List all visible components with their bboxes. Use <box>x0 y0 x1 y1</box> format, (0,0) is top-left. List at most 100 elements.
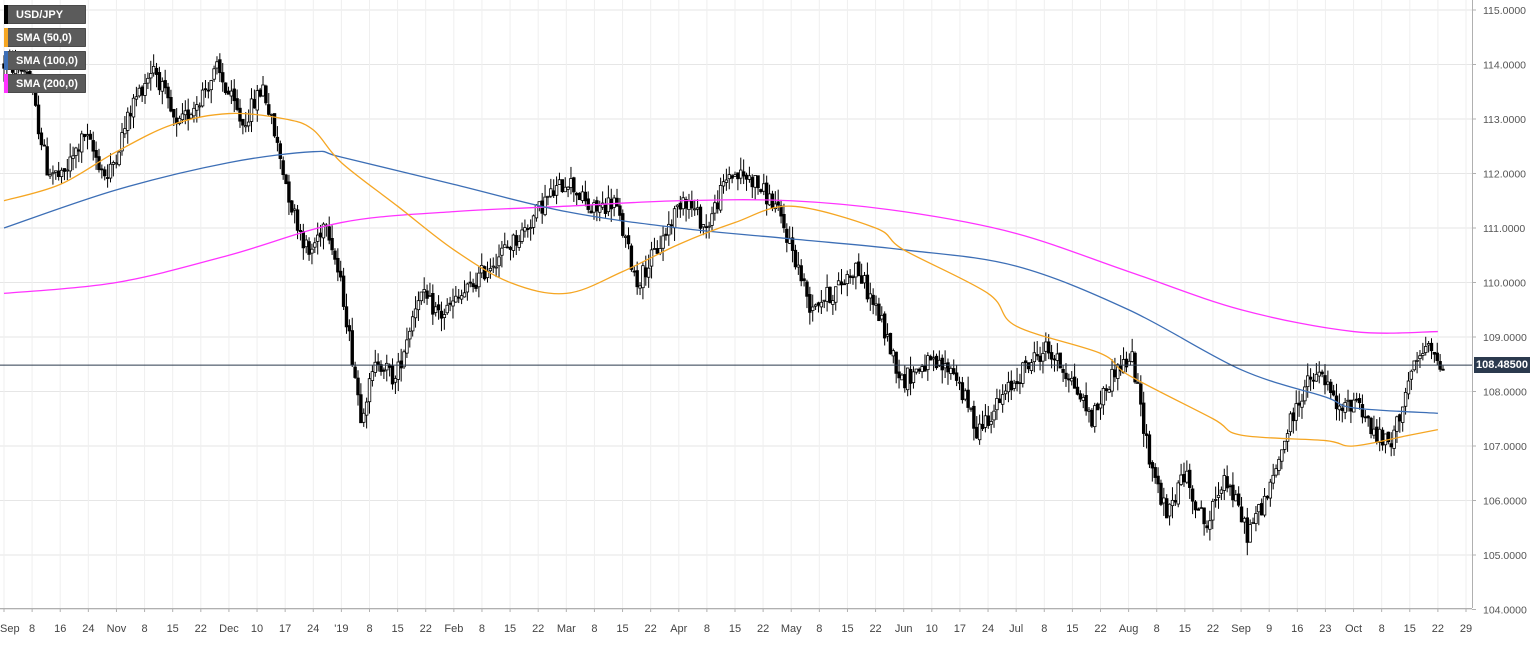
candle-body-up <box>612 197 616 208</box>
candle-body-up <box>373 361 377 373</box>
x-tick-label: 15 <box>391 623 403 635</box>
candle <box>1049 344 1054 369</box>
candle-body-up <box>310 248 314 254</box>
candle <box>1193 500 1198 519</box>
candle <box>857 253 861 277</box>
candle-body-down <box>1435 352 1439 361</box>
candle-body-down <box>1133 352 1137 383</box>
candle <box>488 258 493 279</box>
candle <box>333 248 337 265</box>
candle-body-up <box>1280 449 1284 462</box>
candle-body-up <box>1003 390 1008 395</box>
candle-body-down <box>1357 398 1362 404</box>
candle-body-up <box>969 407 973 410</box>
candle-body-up <box>989 421 993 425</box>
sma-50-line <box>3 112 1439 447</box>
candle <box>71 146 75 171</box>
candle-body-down <box>1291 412 1296 422</box>
candle-body-up <box>528 227 533 229</box>
candle <box>741 159 746 185</box>
candle <box>120 122 124 156</box>
candle-body-down <box>295 209 300 231</box>
candle <box>1021 361 1025 388</box>
candle <box>390 358 395 390</box>
candle-body-down <box>917 368 921 372</box>
candle-body-down <box>290 200 294 213</box>
candle-body-down <box>267 104 271 115</box>
candle <box>405 327 409 358</box>
candle-body-up <box>693 208 697 211</box>
candle-body-up <box>1021 362 1025 384</box>
candle-body-up <box>1185 470 1189 483</box>
candle-body-up <box>503 244 507 248</box>
candle-body-up <box>304 239 308 248</box>
candle-body-down <box>793 249 798 268</box>
candle <box>1202 507 1206 536</box>
candle <box>396 352 400 392</box>
candle-body-down <box>560 179 565 193</box>
candle-body-down <box>1190 488 1195 502</box>
candle-body-up <box>413 308 418 319</box>
y-tick-label: 114.0000 <box>1483 60 1526 72</box>
candle <box>209 79 213 104</box>
candle <box>1303 379 1307 405</box>
candle <box>845 270 849 297</box>
candle-body-down <box>888 332 893 355</box>
candle-body-down <box>1354 398 1359 401</box>
candle-body-down <box>448 302 452 305</box>
candle-body-down <box>1239 506 1244 523</box>
candle-body-up <box>465 283 470 293</box>
candle-body-up <box>1257 504 1261 513</box>
candle <box>307 237 311 261</box>
candle-body-down <box>764 182 769 205</box>
candle-body-up <box>491 265 495 268</box>
candle-body-up <box>739 169 743 179</box>
candle-body-down <box>595 200 599 212</box>
candle <box>1357 393 1362 410</box>
candle <box>413 296 418 328</box>
candle-body-down <box>1113 369 1117 378</box>
candle <box>419 291 424 305</box>
x-tick-label: Aug <box>1119 623 1139 635</box>
candle <box>782 203 786 233</box>
candle <box>134 86 139 107</box>
candle <box>1084 382 1088 416</box>
candle-body-down <box>1389 443 1393 448</box>
candle <box>1421 342 1425 361</box>
candle-body-up <box>500 247 504 256</box>
candle-body-down <box>82 133 87 138</box>
candle <box>232 79 236 113</box>
candle-body-up <box>212 68 216 80</box>
candle-body-down <box>1067 378 1071 381</box>
x-tick-label: 29 <box>1460 623 1472 635</box>
candle-body-down <box>272 113 277 137</box>
x-tick-label: 15 <box>1179 623 1191 635</box>
candle <box>284 173 288 185</box>
candle-body-up <box>200 89 205 107</box>
candle <box>482 265 487 281</box>
candle-body-up <box>143 83 147 96</box>
candle-body-down <box>750 177 754 188</box>
candle-body-down <box>572 177 576 193</box>
candle <box>1415 351 1419 374</box>
x-tick-label: 22 <box>1207 623 1219 635</box>
candle-body-up <box>1283 440 1287 450</box>
candle-body-up <box>1317 371 1321 377</box>
candle-body-up <box>1216 494 1221 498</box>
candle-body-down <box>88 133 93 140</box>
candle-body-up <box>517 241 521 248</box>
candle <box>491 257 495 273</box>
candle-body-down <box>128 113 133 117</box>
candle <box>1000 384 1005 413</box>
candle-body-up <box>269 113 274 116</box>
candle <box>1012 379 1016 392</box>
x-tick-label: 15 <box>1066 623 1078 635</box>
candle-body-down <box>644 267 648 278</box>
candle-body-down <box>960 382 965 401</box>
candle-body-up <box>1213 499 1218 501</box>
candle <box>1225 465 1229 493</box>
candle-body-up <box>854 262 858 278</box>
candle-body-up <box>931 357 936 360</box>
x-tick-label: Feb <box>444 623 463 635</box>
candle <box>425 284 429 305</box>
